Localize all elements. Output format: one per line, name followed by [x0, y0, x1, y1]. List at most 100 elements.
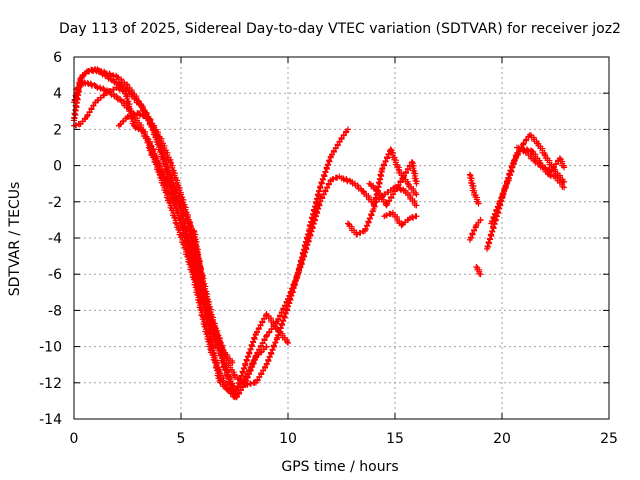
data-point — [124, 113, 131, 120]
data-point — [561, 184, 568, 191]
data-points — [71, 66, 568, 401]
y-tick-label: -2 — [48, 195, 62, 211]
data-point — [381, 213, 388, 220]
data-point — [190, 227, 197, 234]
data-point — [167, 180, 174, 187]
data-point — [242, 361, 249, 368]
data-point — [263, 311, 270, 318]
data-point — [477, 216, 484, 223]
data-point — [409, 158, 416, 165]
series-track-7 — [190, 227, 232, 394]
data-point — [317, 184, 324, 191]
y-tick-label: -6 — [48, 267, 62, 283]
series-track-11 — [381, 209, 420, 229]
y-tick-label: 6 — [53, 50, 62, 66]
series-track-10 — [366, 158, 420, 209]
data-point — [92, 82, 99, 89]
y-tick-label: -8 — [48, 303, 62, 319]
y-tick-label: -10 — [39, 340, 62, 356]
data-point — [359, 187, 366, 194]
data-point — [118, 97, 125, 104]
data-point — [165, 195, 172, 202]
data-point — [513, 149, 520, 156]
data-point — [107, 75, 114, 82]
data-point — [88, 66, 95, 73]
data-point — [370, 206, 377, 213]
data-point — [186, 220, 193, 227]
data-point — [182, 231, 189, 238]
data-point — [274, 334, 281, 341]
data-point — [128, 92, 135, 99]
series-track-4 — [71, 84, 270, 401]
data-point — [400, 173, 407, 180]
data-point — [317, 198, 324, 205]
data-point — [130, 122, 137, 129]
data-point — [389, 209, 396, 216]
data-point — [349, 178, 356, 185]
data-point — [392, 187, 398, 194]
plot-frame — [73, 56, 610, 420]
data-point — [295, 269, 302, 276]
series-track-12 — [466, 171, 482, 207]
data-point — [327, 177, 334, 184]
data-point — [220, 359, 227, 366]
track-fill-markers — [72, 84, 270, 400]
data-point — [556, 155, 563, 162]
track-fill-markers — [346, 147, 419, 238]
data-point — [406, 215, 413, 222]
data-point — [466, 171, 473, 178]
data-point — [252, 379, 259, 386]
series-track-13 — [466, 216, 484, 243]
y-tick-label: -12 — [39, 376, 62, 392]
data-point — [77, 120, 84, 127]
data-point — [92, 99, 99, 106]
data-point — [173, 220, 180, 227]
x-tick-label: 15 — [386, 431, 404, 447]
x-axis-label: GPS time / hours — [281, 459, 398, 475]
data-point — [216, 377, 223, 384]
data-point — [513, 144, 520, 151]
data-point — [285, 296, 291, 303]
data-point — [201, 292, 208, 299]
data-point — [404, 180, 411, 187]
y-axis-label: SDTVAR / TECUs — [7, 182, 23, 297]
data-point — [139, 104, 146, 111]
y-tick-label: -4 — [48, 231, 62, 247]
series-track-2 — [71, 66, 343, 397]
data-point — [473, 222, 480, 229]
data-point — [113, 84, 120, 91]
data-point — [387, 146, 394, 153]
data-point — [561, 164, 568, 171]
data-point — [466, 236, 473, 243]
grid-lines — [74, 57, 609, 419]
data-point — [145, 115, 152, 122]
data-point — [115, 122, 122, 129]
y-tick-label: -14 — [39, 412, 62, 428]
data-point — [338, 135, 345, 142]
data-point — [473, 263, 480, 270]
y-tick-label: 4 — [53, 86, 62, 102]
data-point — [252, 354, 259, 361]
data-point — [160, 158, 167, 165]
data-point — [156, 168, 163, 175]
data-point — [156, 133, 163, 140]
series-track-16 — [488, 146, 568, 227]
x-tick-label: 10 — [279, 431, 297, 447]
data-point — [274, 325, 281, 332]
data-point — [338, 175, 345, 182]
data-point — [306, 235, 313, 241]
data-point — [145, 144, 152, 151]
series-track-9 — [344, 146, 420, 238]
series-track-17 — [513, 144, 568, 175]
data-point — [135, 110, 142, 117]
data-point — [402, 187, 409, 194]
data-point — [413, 202, 420, 209]
data-point — [263, 361, 270, 368]
data-point — [263, 332, 270, 339]
data-point — [471, 189, 478, 196]
data-point — [79, 72, 86, 79]
x-tick-label: 20 — [493, 431, 511, 447]
data-point — [477, 271, 484, 278]
